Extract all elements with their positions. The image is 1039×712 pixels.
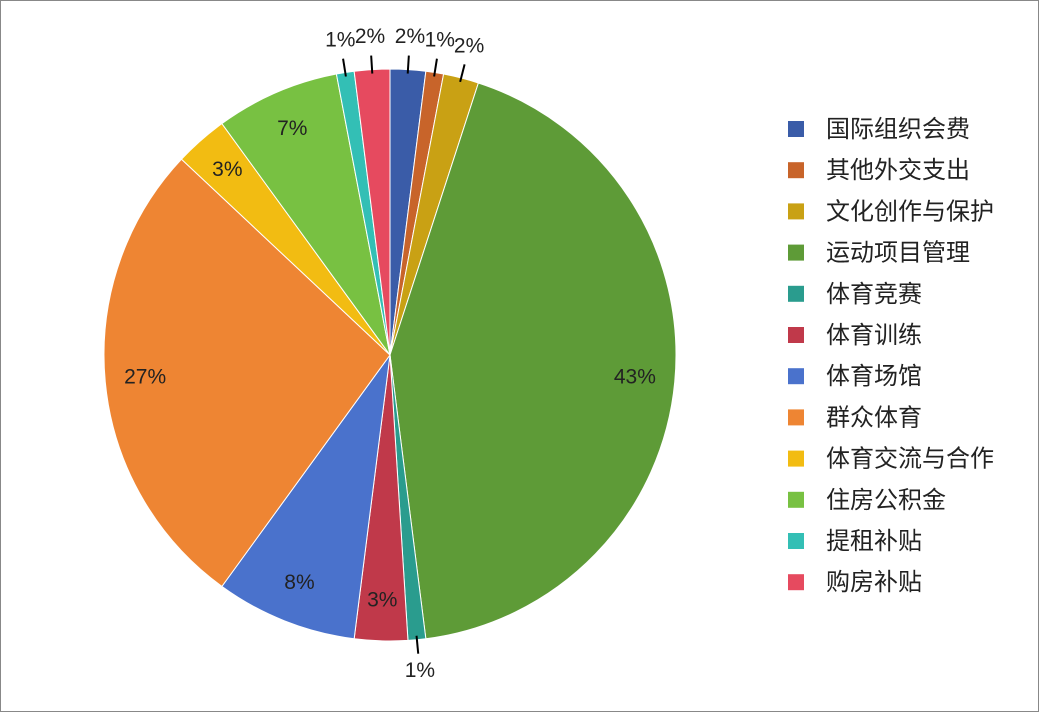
legend-label: 提租补贴 <box>826 527 922 555</box>
leader-line <box>433 58 438 77</box>
legend-label: 体育训练 <box>826 321 922 349</box>
legend-swatch <box>788 574 804 591</box>
legend-label: 购房补贴 <box>826 568 922 596</box>
data-label: 27% <box>124 366 166 389</box>
data-label: 1% <box>425 28 455 51</box>
legend-swatch <box>788 533 804 549</box>
leader-line <box>342 58 347 77</box>
leader-line <box>370 55 374 74</box>
legend-label: 体育场馆 <box>826 362 922 390</box>
legend-label: 国际组织会费 <box>826 115 970 143</box>
legend-label: 群众体育 <box>826 403 922 431</box>
data-label: 1% <box>325 28 355 51</box>
data-label: 8% <box>284 571 314 594</box>
legend-label: 文化创作与保护 <box>826 197 994 225</box>
legend-swatch <box>788 244 804 261</box>
legend-swatch <box>788 285 804 302</box>
data-label: 2% <box>395 25 425 48</box>
legend-swatch <box>788 121 804 137</box>
legend-swatch <box>788 327 804 343</box>
leader-line <box>415 635 420 654</box>
leader-line <box>459 64 466 83</box>
legend-swatch <box>788 162 804 179</box>
legend-swatch <box>788 368 804 385</box>
data-label: 3% <box>367 588 397 611</box>
data-label: 43% <box>614 366 656 389</box>
data-label: 3% <box>212 158 242 181</box>
pie-slice <box>389 82 677 640</box>
legend-label: 其他外交支出 <box>826 156 970 184</box>
pie-slice <box>221 73 391 356</box>
legend-swatch <box>788 409 804 426</box>
data-label: 1% <box>405 659 435 682</box>
legend-label: 运动项目管理 <box>826 239 970 267</box>
legend-swatch <box>788 450 804 467</box>
legend-label: 体育竞赛 <box>826 280 922 308</box>
legend-swatch <box>788 491 804 508</box>
pie-slice <box>221 354 391 640</box>
pie-slice <box>103 158 391 588</box>
data-label: 2% <box>454 35 484 58</box>
legend-label: 住房公积金 <box>826 486 946 514</box>
data-label: 7% <box>277 117 307 140</box>
legend-label: 体育交流与合作 <box>826 445 994 473</box>
legend-swatch <box>788 203 804 220</box>
data-label: 2% <box>355 25 385 48</box>
leader-line <box>406 55 410 74</box>
